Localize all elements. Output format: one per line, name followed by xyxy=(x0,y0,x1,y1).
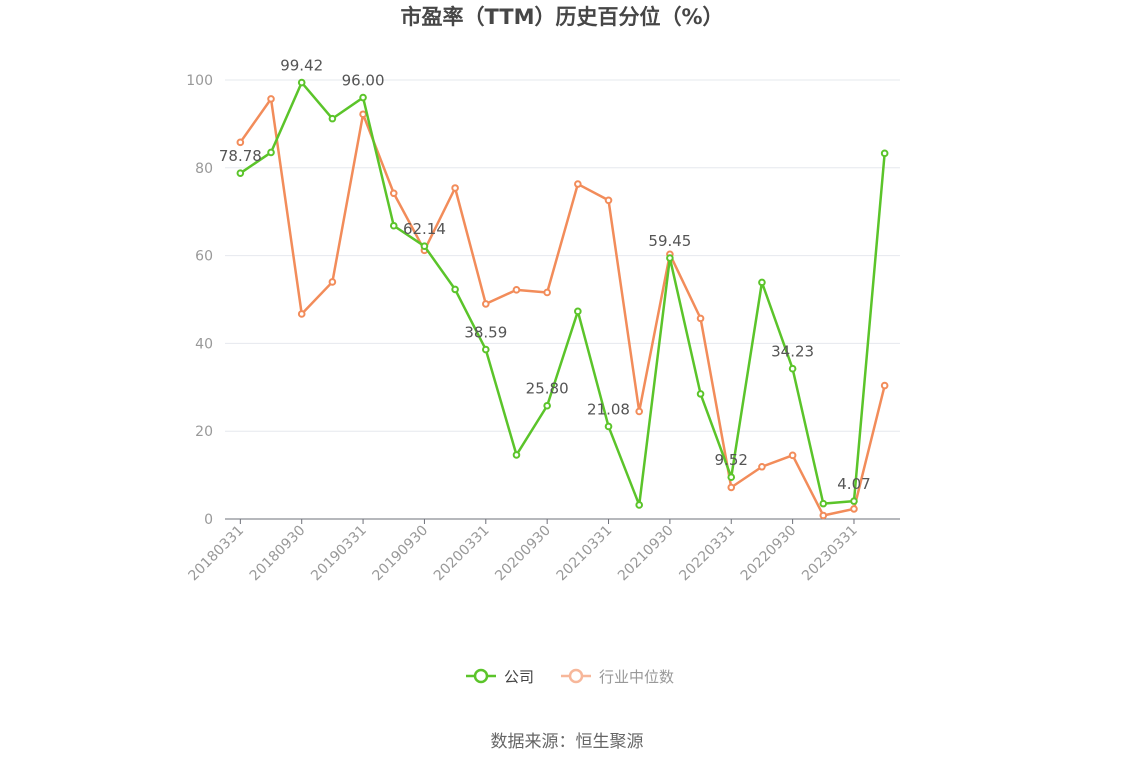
data-point xyxy=(850,497,858,505)
y-tick-label: 40 xyxy=(195,336,213,352)
chart-title: 市盈率（TTM）历史百分位（%） xyxy=(400,5,723,29)
series-layer xyxy=(236,78,889,520)
data-point xyxy=(604,196,613,205)
data-point xyxy=(727,483,736,492)
data-point xyxy=(574,307,582,316)
data-point xyxy=(236,169,245,177)
data-point xyxy=(696,390,705,398)
source-text: 数据来源：恒生聚源 xyxy=(491,732,644,752)
data-point xyxy=(543,288,551,297)
data-point xyxy=(880,149,889,158)
data-point xyxy=(420,242,429,251)
data-point xyxy=(696,314,705,323)
data-label: 21.08 xyxy=(587,400,630,418)
x-tick-label: 20200331 xyxy=(431,523,493,585)
x-tick-label: 20190930 xyxy=(370,523,432,585)
data-point xyxy=(512,451,521,459)
data-point xyxy=(297,310,306,318)
x-tick-label: 20190331 xyxy=(308,523,370,585)
data-point xyxy=(604,422,613,431)
data-point xyxy=(788,364,797,373)
legend: 公司 行业中位数 xyxy=(466,668,674,686)
legend-label-0: 公司 xyxy=(504,668,534,686)
data-label: 62.14 xyxy=(403,220,446,238)
data-point xyxy=(328,114,337,123)
data-label: 4.07 xyxy=(837,475,870,493)
x-tick-label: 20210331 xyxy=(554,523,616,585)
data-point xyxy=(574,180,582,188)
data-point xyxy=(543,401,551,410)
data-point xyxy=(236,138,245,147)
data-point xyxy=(481,345,490,354)
data-point xyxy=(819,499,828,508)
data-point xyxy=(758,462,766,471)
data-point xyxy=(788,451,797,460)
x-tick-label: 20210930 xyxy=(615,523,677,585)
x-tick-label: 20220930 xyxy=(738,523,800,585)
data-point xyxy=(481,300,490,308)
data-label: 59.45 xyxy=(648,232,691,250)
y-tick-label: 80 xyxy=(195,161,213,177)
series-line-0 xyxy=(239,81,886,507)
legend-marker-1 xyxy=(568,668,584,684)
axes: 0 20 40 60 80 100 20180331 20180930 20190331 2019… xyxy=(185,73,900,584)
data-label: 99.42 xyxy=(280,57,323,75)
x-tick-label: 20200930 xyxy=(492,523,554,585)
data-point xyxy=(389,221,398,230)
data-point xyxy=(819,511,828,520)
data-point xyxy=(635,501,644,509)
data-label: 38.59 xyxy=(464,324,507,342)
data-point xyxy=(359,110,367,119)
data-label: 25.80 xyxy=(526,380,569,398)
data-point xyxy=(850,505,858,513)
data-point xyxy=(666,254,674,262)
data-point xyxy=(880,381,889,390)
data-point xyxy=(635,407,644,416)
data-point xyxy=(328,278,337,286)
y-tick-label: 0 xyxy=(204,512,213,528)
data-labels: 78.78 99.42 96.00 62.14 38.59 25.80 21.08 59.45… xyxy=(219,57,871,494)
data-point xyxy=(727,473,736,482)
x-tick-label: 20180331 xyxy=(185,523,247,585)
data-point xyxy=(389,189,398,198)
data-label: 96.00 xyxy=(342,72,385,90)
data-point xyxy=(359,93,367,102)
y-tick-label: 100 xyxy=(186,73,213,89)
legend-label-1: 行业中位数 xyxy=(599,668,674,686)
data-point xyxy=(297,78,306,87)
data-point xyxy=(267,95,275,103)
data-point xyxy=(758,278,766,287)
data-point xyxy=(451,285,459,294)
data-point xyxy=(512,286,521,294)
data-point xyxy=(267,148,275,157)
x-tick-label: 20180930 xyxy=(247,523,309,585)
data-point xyxy=(451,184,459,192)
x-tick-label: 20230331 xyxy=(799,523,861,585)
series-line-1 xyxy=(239,97,886,517)
x-tick-label: 20220331 xyxy=(676,523,738,585)
data-label: 9.52 xyxy=(715,451,748,469)
data-label: 34.23 xyxy=(771,343,814,361)
y-tick-label: 60 xyxy=(195,249,213,265)
data-label: 78.78 xyxy=(219,147,262,165)
y-tick-label: 20 xyxy=(195,424,213,440)
legend-marker-0 xyxy=(473,668,489,684)
grid xyxy=(225,79,900,432)
